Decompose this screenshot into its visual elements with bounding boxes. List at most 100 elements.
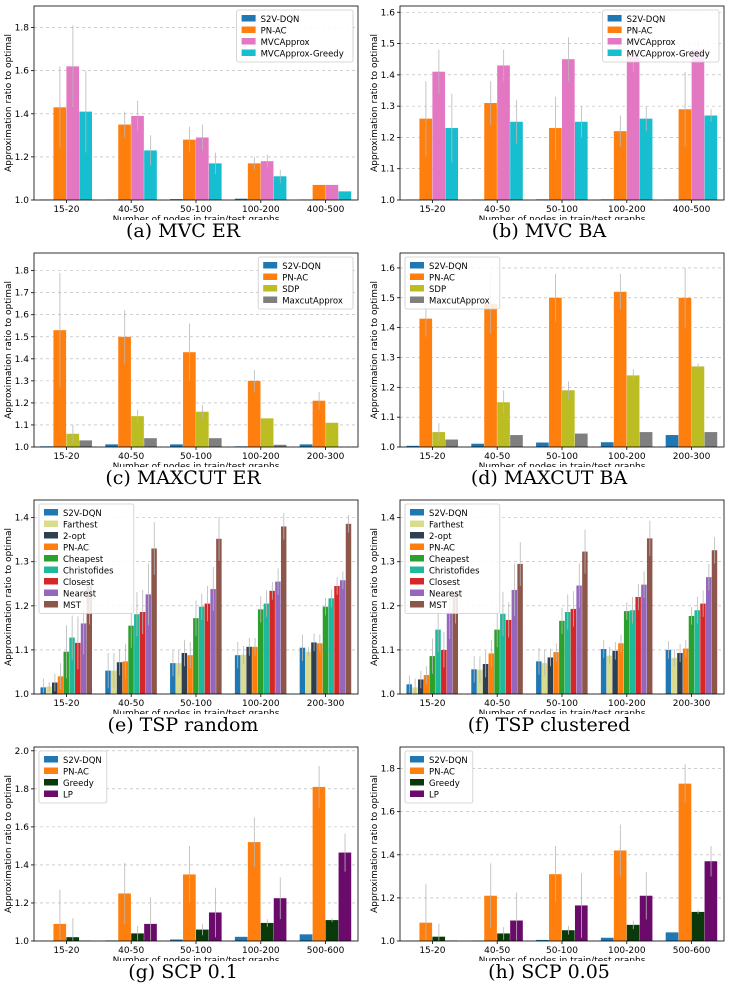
x-tick-label: 50-100 — [180, 205, 212, 215]
y-tick-label: 1.7 — [15, 289, 29, 299]
bar-pn-ac-15-20 — [419, 118, 433, 200]
legend-swatch-s2v-dqn — [263, 262, 278, 269]
y-tick-label: 1.1 — [381, 413, 395, 423]
bar-2-opt-200-300 — [311, 642, 317, 694]
legend-box — [236, 9, 354, 63]
x-tick-label: 15-20 — [419, 699, 445, 709]
bar-farthest-50-100 — [175, 663, 182, 694]
bar-mvcapprox-50-100 — [196, 137, 209, 200]
x-tick-label: 200-300 — [307, 452, 345, 462]
legend-label-sdp: SDP — [282, 285, 299, 295]
legend-label-pn-ac: PN-AC — [63, 544, 89, 554]
caption-maxcut-er: (c) MAXCUT ER — [105, 467, 261, 489]
bar-greedy-100-200 — [626, 924, 640, 941]
bar-mst-100-200 — [280, 526, 287, 694]
bar-pn-ac-40-50 — [118, 124, 131, 200]
y-tick-label: 1.0 — [15, 196, 30, 206]
legend-swatch-maxcutapprox — [410, 296, 424, 303]
bar-closest-50-100 — [570, 608, 577, 694]
legend-label-cheapest: Cheapest — [63, 555, 104, 565]
bar-cheapest-200-300 — [322, 606, 329, 694]
chart-panel-mvc-er: 1.0 1.2 1.4 1.6 1.8 15-20 40-50 50-100 100-200 40… — [0, 0, 366, 247]
bar-2-opt-100-200 — [246, 646, 252, 694]
x-tick-label: 15-20 — [53, 946, 79, 956]
bar-mvcapprox-greedy-400-500 — [704, 115, 718, 200]
legend-label-maxcutapprox: MaxcutApprox — [429, 297, 490, 307]
bar-cheapest-200-300 — [688, 615, 695, 694]
bar-sdp-50-100 — [562, 390, 575, 447]
bar-christofides-200-300 — [328, 598, 334, 694]
bar-closest-15-20 — [441, 649, 447, 694]
bar-pn-ac-15-20 — [53, 330, 67, 447]
legend-swatch-pn-ac — [44, 543, 58, 550]
y-tick-label: 1.1 — [15, 421, 29, 431]
y-tick-label: 1.5 — [381, 294, 395, 304]
bar-christofides-15-20 — [435, 629, 441, 694]
caption-maxcut-ba: (d) MAXCUT BA — [470, 467, 628, 489]
y-tick-label: 1.1 — [381, 165, 395, 175]
bar-pn-ac-100-200 — [247, 842, 261, 941]
legend-box — [38, 503, 135, 614]
bar-farthest-100-200 — [240, 654, 247, 694]
chart-maxcut-ba: 1.0 1.1 1.2 1.3 1.4 1.5 1.6 15-20 40-50 50-100 100… — [370, 252, 725, 467]
y-axis-label: Approximation ratio to optimal — [4, 281, 14, 419]
legend-swatch-nearest — [44, 589, 58, 596]
bar-christofides-100-200 — [629, 610, 636, 694]
legend-label-s2v-dqn: S2V-DQN — [63, 756, 102, 766]
bar-pn-ac-100-200 — [613, 291, 627, 447]
x-tick-label: 40-50 — [484, 699, 510, 709]
bar-s2v-dqn-100-200 — [234, 936, 248, 941]
y-axis-label: Approximation ratio to optimal — [4, 528, 14, 666]
legend-label-farthest: Farthest — [429, 521, 464, 531]
bar-mst-200-300 — [345, 523, 352, 694]
bar-sdp-50-100 — [196, 411, 209, 447]
bar-mvcapprox-greedy-100-200 — [639, 118, 653, 200]
legend-swatch-pn-ac — [263, 273, 278, 280]
y-tick-label: 1.6 — [381, 808, 396, 818]
bar-s2v-dqn-50-100 — [170, 444, 183, 447]
bar-nearest-50-100 — [576, 585, 582, 694]
bar-closest-100-200 — [269, 590, 275, 694]
legend-swatch-closest — [44, 578, 58, 585]
legend-label-pn-ac: PN-AC — [261, 27, 287, 37]
y-tick-label: 1.1 — [15, 646, 29, 656]
bar-pn-ac-15-20 — [423, 675, 430, 694]
bar-s2v-dqn-200-300 — [665, 435, 679, 447]
bar-pn-ac-50-100 — [183, 139, 196, 200]
bar-pn-ac-50-100 — [553, 652, 559, 694]
legend-label-farthest: Farthest — [63, 521, 98, 531]
bar-cheapest-50-100 — [559, 620, 565, 694]
y-tick-label: 1.2 — [381, 133, 395, 143]
legend-swatch-mvcapprox — [607, 38, 622, 45]
bar-pn-ac-40-50 — [484, 103, 497, 200]
legend-label-maxcutapprox: MaxcutApprox — [282, 297, 343, 307]
bar-nearest-100-200 — [275, 581, 281, 694]
x-tick-label: 100-200 — [608, 205, 646, 215]
y-tick-label: 1.2 — [381, 894, 395, 904]
x-tick-label: 40-50 — [484, 205, 510, 215]
legend-swatch-2-opt — [410, 532, 424, 539]
x-axis-label: Number of nodes in train/test graphs — [113, 215, 280, 220]
bar-sdp-100-200 — [260, 418, 274, 447]
bar-maxcutapprox-50-100 — [574, 433, 588, 447]
bar-mvcapprox-greedy-15-20 — [79, 111, 93, 200]
bar-christofides-100-200 — [263, 603, 270, 694]
legend-label-nearest: Nearest — [63, 590, 97, 600]
bar-mvcapprox-40-50 — [131, 115, 144, 200]
legend-label-s2v-dqn: S2V-DQN — [627, 15, 666, 25]
y-tick-label: 1.6 — [381, 264, 396, 274]
bar-closest-200-300 — [700, 603, 706, 694]
caption-scp-0-1: (g) SCP 0.1 — [128, 961, 238, 983]
chart-scp-0-1: 1.0 1.2 1.4 1.6 1.8 2.0 15-20 40-50 50-100 100-20… — [4, 746, 359, 961]
bar-cheapest-50-100 — [193, 618, 199, 694]
legend-box — [257, 256, 354, 310]
chart-scp-0-05: 1.0 1.2 1.4 1.6 1.8 15-20 40-50 50-100 100-200 50… — [370, 746, 725, 961]
bar-sdp-100-200 — [626, 375, 640, 447]
x-tick-label: 100-200 — [608, 946, 646, 956]
bar-pn-ac-400-500 — [678, 109, 692, 200]
bar-pn-ac-200-300 — [316, 643, 323, 694]
bar-s2v-dqn-100-200 — [600, 649, 607, 694]
